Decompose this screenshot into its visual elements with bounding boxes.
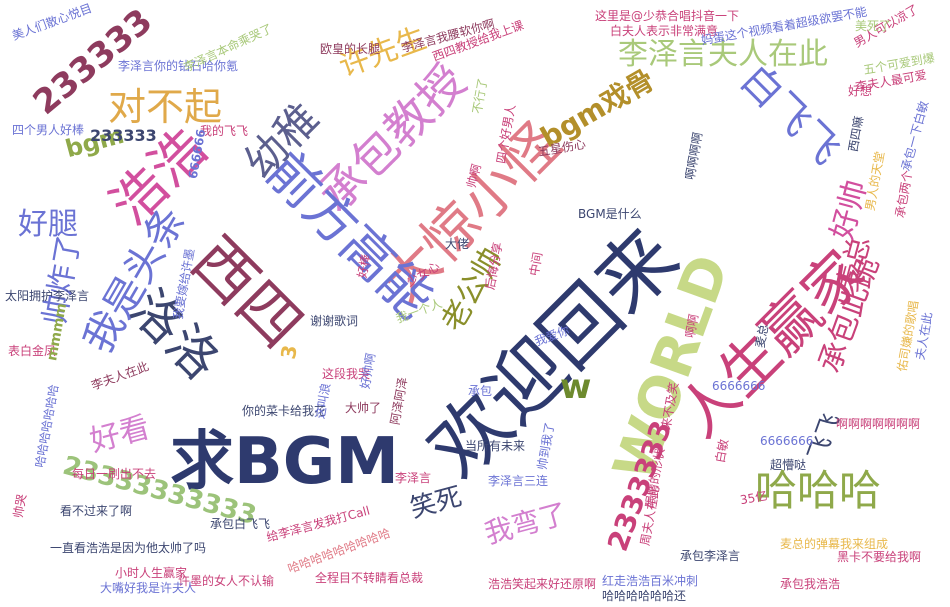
cloud-word: 李泽言夫人在此	[618, 37, 828, 72]
cloud-word: 超懵哒	[770, 458, 807, 472]
cloud-word: 啊啊啊啊	[682, 131, 706, 181]
cloud-word: 美人们散心悦目	[10, 1, 94, 43]
cloud-word: 哈哈哈	[755, 466, 882, 515]
cloud-word: 承包我浩浩	[780, 577, 841, 591]
cloud-word: 太阳拥护李泽言	[5, 289, 90, 303]
cloud-word: 承包两个	[892, 169, 916, 219]
cloud-word: 233333	[90, 126, 157, 145]
cloud-word: 大帅了	[345, 401, 382, 415]
cloud-word: 李泽言三连	[488, 474, 549, 488]
cloud-word: 6666666	[760, 434, 814, 448]
cloud-word: 这叫浪	[312, 382, 334, 420]
cloud-word: 承包白飞飞	[210, 517, 271, 531]
cloud-word: 浩浩笑起来好还原啊	[488, 577, 597, 591]
cloud-word: 全程目不转睛看总裁	[315, 571, 424, 585]
cloud-word: 我弯了	[481, 496, 571, 551]
cloud-word: 李泽言你的钻石哈你氪	[118, 59, 239, 73]
cloud-word: 每日一刷出不去	[72, 467, 157, 481]
cloud-word: 白敏	[713, 437, 731, 465]
cloud-word: w	[560, 367, 592, 407]
cloud-word: 求BGM	[170, 425, 399, 499]
cloud-word: 红走浩浩百米冲刺	[602, 574, 699, 588]
cloud-word: 男人的天堂	[862, 150, 888, 212]
cloud-word: 这里是@少恭合唱抖音一下	[595, 9, 740, 23]
cloud-word: 笑死	[407, 481, 466, 525]
cloud-word: 6666666	[712, 379, 766, 393]
cloud-word: bgm戏骨	[534, 62, 660, 155]
cloud-word: 四个男人好棒	[12, 123, 85, 137]
cloud-word: 好帅	[824, 176, 875, 244]
cloud-word: 3	[275, 343, 302, 361]
cloud-word: 承包李泽言	[680, 549, 741, 563]
cloud-word: 西四嘛	[845, 115, 867, 153]
cloud-word: 美死了	[855, 19, 892, 33]
cloud-word: 大嘴好我是许夫人	[100, 581, 197, 595]
cloud-word: 中间	[527, 250, 545, 278]
cloud-word: 许墨的女人不认输	[178, 574, 275, 588]
cloud-word: 好帅啊	[357, 352, 379, 390]
cloud-word: 黑卡不要给我啊	[837, 550, 922, 564]
cloud-word: 承包一下白敏	[898, 99, 932, 173]
cloud-word: 当所有未来	[465, 439, 526, 453]
cloud-word: 阿泽阿泽	[387, 376, 411, 426]
cloud-word: 麦总的弹幕我来组成	[780, 537, 889, 551]
cloud-word: 好想	[848, 84, 873, 98]
cloud-word: 谢谢歌词	[310, 314, 359, 328]
cloud-word: 啊啊啊啊啊啊啊	[836, 417, 921, 431]
cloud-word: 看不过来了啊	[60, 504, 133, 518]
cloud-word: 对不起	[108, 85, 223, 129]
cloud-word: 帅哭	[11, 492, 29, 520]
cloud-word: 哈哈哈哈哈哈哈	[32, 383, 62, 469]
cloud-word: 我的飞飞	[200, 124, 249, 138]
cloud-word: 欧皇的长腿	[320, 42, 381, 56]
cloud-word: 李泽言	[395, 471, 432, 485]
cloud-word: 大佬	[445, 237, 470, 251]
cloud-word: 好腿	[18, 207, 78, 242]
cloud-word: 表白金凤	[8, 344, 57, 358]
cloud-word: 哈哈哈哈哈哈还	[602, 589, 687, 603]
cloud-word: BGM是什么	[578, 207, 642, 221]
cloud-word: 白飞飞	[731, 56, 849, 174]
cloud-word: 一直看浩浩是因为他太帅了吗	[50, 541, 207, 555]
cloud-word: 好看	[86, 409, 154, 460]
cloud-word: 你的菜卡给我花	[242, 404, 327, 418]
cloud-word: 李夫人在此	[89, 359, 151, 393]
cloud-word: 小时人生赢家	[115, 566, 188, 580]
cloud-word: 这段我哭	[322, 367, 371, 381]
cloud-word: 承包	[468, 384, 493, 398]
cloud-word: 白夫人表示非常满意	[610, 24, 719, 38]
cloud-word: 不行了	[469, 77, 491, 115]
